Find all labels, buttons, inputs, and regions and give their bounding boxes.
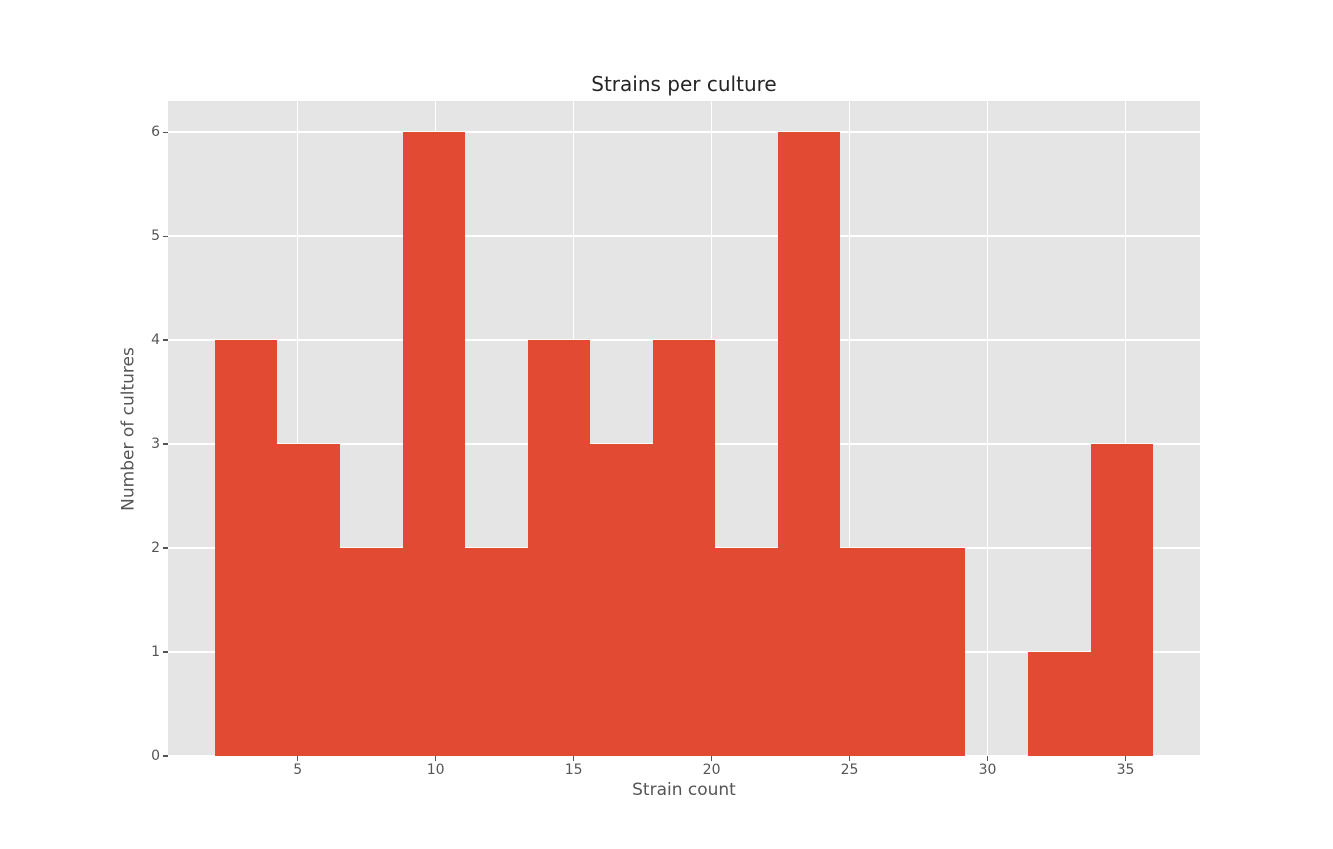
y-tick-mark (163, 443, 168, 445)
histogram-bar (652, 340, 716, 756)
x-tick-label: 20 (702, 762, 721, 778)
gridline-horizontal (168, 235, 1200, 237)
histogram-bar (402, 132, 466, 756)
x-tick-mark (297, 756, 299, 761)
x-tick-mark (1124, 756, 1127, 761)
histogram-bar (465, 548, 528, 756)
y-tick-label: 6 (151, 123, 160, 140)
y-tick-label: 4 (151, 331, 160, 348)
histogram-bar (214, 340, 278, 756)
histogram-bar (339, 548, 403, 756)
gridline-vertical (848, 101, 851, 756)
y-tick-mark (163, 235, 168, 237)
y-tick-label: 5 (151, 227, 160, 244)
histogram-bar (902, 548, 966, 756)
plot-area (168, 101, 1200, 757)
gridline-horizontal (168, 131, 1200, 133)
histogram-bar (590, 444, 653, 756)
y-tick-mark (163, 547, 168, 549)
x-tick-label: 15 (564, 762, 583, 778)
x-tick-mark (435, 756, 437, 761)
x-tick-mark (572, 756, 575, 761)
gridline-vertical (1124, 101, 1127, 756)
x-axis-label: Strain count (632, 780, 736, 800)
x-tick-label: 35 (1116, 762, 1135, 778)
x-tick-label: 10 (426, 762, 445, 778)
histogram-bar (840, 548, 903, 756)
chart-title: Strains per culture (591, 72, 777, 96)
y-tick-label: 0 (151, 747, 160, 764)
y-tick-mark (163, 651, 168, 653)
gridline-vertical (986, 101, 989, 756)
gridline-horizontal (168, 339, 1200, 341)
histogram-bar (777, 132, 841, 756)
y-tick-mark (163, 131, 168, 133)
x-tick-label: 5 (293, 762, 303, 778)
y-tick-label: 1 (151, 643, 160, 660)
x-tick-mark (986, 756, 989, 761)
x-tick-label: 25 (840, 762, 859, 778)
x-tick-mark (710, 756, 713, 761)
histogram-bar (277, 444, 340, 756)
x-tick-mark (848, 756, 851, 761)
y-axis-label-text: Number of cultures (118, 347, 139, 511)
gridline-vertical (296, 101, 299, 756)
y-tick-label: 2 (151, 539, 160, 556)
y-tick-label: 3 (151, 435, 160, 452)
histogram-bar (1028, 652, 1091, 756)
histogram-bar (715, 548, 778, 756)
histogram-bar (1090, 444, 1154, 756)
x-tick-label: 30 (978, 762, 997, 778)
y-tick-mark (163, 755, 168, 757)
histogram-bar (527, 340, 591, 756)
y-tick-mark (163, 339, 168, 341)
